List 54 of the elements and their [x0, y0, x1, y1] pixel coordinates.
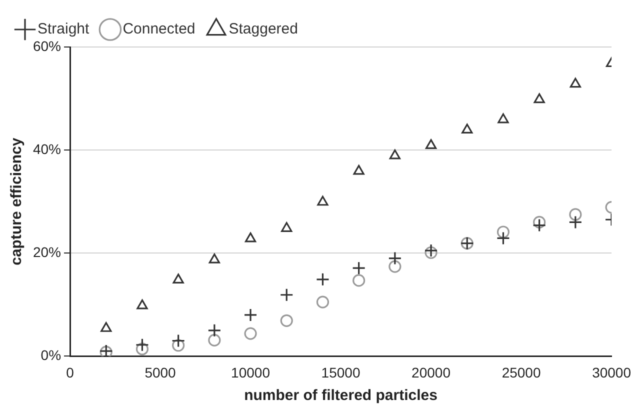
point — [136, 299, 148, 310]
point — [425, 139, 437, 149]
point — [244, 232, 256, 242]
point — [498, 113, 509, 124]
point — [388, 260, 402, 273]
legend-label: Staggered — [228, 20, 298, 38]
point — [317, 196, 328, 206]
legend-label: Connected — [122, 20, 196, 38]
y-tick-label: 0% — [40, 347, 62, 364]
point — [534, 93, 545, 104]
point — [208, 324, 222, 338]
point — [388, 251, 402, 266]
point — [462, 124, 473, 134]
point — [316, 272, 330, 286]
point — [208, 254, 220, 264]
point — [353, 164, 364, 175]
x-tick-label: 5000 — [144, 364, 176, 380]
point — [172, 274, 184, 284]
y-tick-label: 60% — [32, 38, 62, 54]
y-axis-title: capture efficiency — [8, 137, 26, 266]
point — [533, 216, 546, 229]
point — [281, 222, 292, 232]
point — [244, 327, 257, 340]
x-tick-label: 25000 — [502, 364, 541, 380]
point — [569, 208, 582, 221]
point — [244, 308, 258, 322]
point — [570, 78, 581, 88]
point — [135, 338, 150, 352]
point — [316, 296, 330, 308]
legend-label: Straight — [38, 20, 90, 38]
point — [424, 246, 438, 259]
point — [389, 149, 400, 160]
x-axis-title: number of filtered particles — [244, 387, 438, 404]
x-tick-label: 15000 — [321, 364, 360, 380]
point — [568, 215, 582, 230]
point — [352, 274, 366, 287]
point — [280, 288, 294, 302]
y-tick-label: 40% — [32, 140, 62, 157]
x-tick-label: 0 — [66, 364, 74, 380]
point — [172, 339, 185, 352]
point — [172, 334, 186, 348]
point — [136, 342, 149, 356]
point — [352, 261, 366, 275]
point — [208, 334, 221, 347]
point — [532, 218, 546, 232]
point — [496, 226, 510, 238]
point — [496, 231, 510, 245]
x-tick-label: 30000 — [592, 364, 632, 380]
point — [424, 244, 438, 258]
x-tick-label: 20000 — [412, 364, 451, 380]
x-tick-label: 10000 — [231, 364, 270, 380]
point — [100, 322, 112, 332]
point — [280, 314, 293, 327]
y-tick-label: 20% — [32, 244, 62, 260]
